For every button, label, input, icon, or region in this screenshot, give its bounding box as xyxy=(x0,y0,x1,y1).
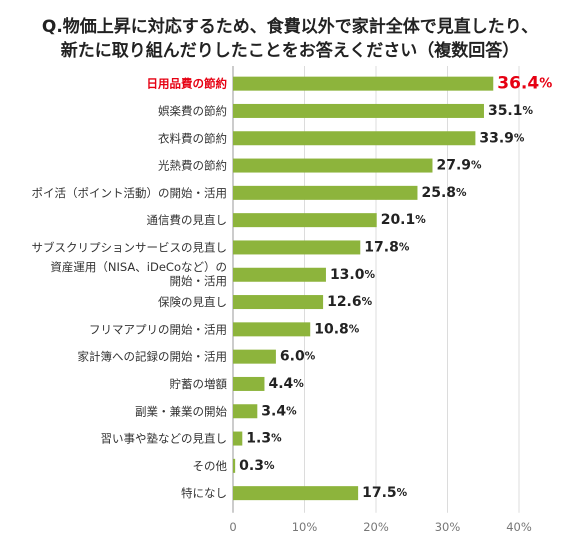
category-label: 特になし xyxy=(181,486,227,500)
bar xyxy=(233,349,276,364)
x-tick-label: 0 xyxy=(229,520,236,534)
category-label: 衣料費の節約 xyxy=(158,131,227,145)
bars xyxy=(233,76,494,501)
value-label: 1.3% xyxy=(246,431,282,447)
value-label: 25.8% xyxy=(421,185,467,201)
bar xyxy=(233,103,484,118)
bar xyxy=(233,158,433,173)
bar xyxy=(233,185,418,200)
value-label: 33.9% xyxy=(479,130,525,146)
value-label: 6.0% xyxy=(280,349,316,365)
value-labels: 36.4% 35.1% 33.9% 27.9% 25.8% 20.1% 17.8% 13.0%… xyxy=(239,74,552,501)
x-tick-label: 10% xyxy=(292,520,318,534)
x-tick-label: 20% xyxy=(363,520,389,534)
value-label: 35.1% xyxy=(488,103,534,119)
x-tick-label: 30% xyxy=(435,520,461,534)
value-label: 10.8% xyxy=(314,321,360,337)
value-label: 17.8% xyxy=(364,239,410,255)
category-label: サブスクリプションサービスの見直し xyxy=(32,240,228,254)
value-label: 27.9% xyxy=(436,158,482,174)
value-label: 3.4% xyxy=(261,403,297,419)
category-label: フリマアプリの開始・活用 xyxy=(89,322,227,336)
bar xyxy=(233,458,236,473)
bar xyxy=(233,213,377,228)
chart-title-line-1: Q.物価上昇に対応するため、食費以外で家計全体で見直したり、 xyxy=(42,16,538,37)
category-label: 通信費の見直し xyxy=(147,213,228,227)
category-label: 貯蓄の増額 xyxy=(170,377,228,391)
bar xyxy=(233,76,494,91)
bar xyxy=(233,322,311,337)
bar xyxy=(233,240,361,255)
bar xyxy=(233,376,265,391)
bar xyxy=(233,486,359,501)
category-label: 保険の見直し xyxy=(158,295,227,309)
category-label: ポイ活（ポイント活動）の開始・活用 xyxy=(32,186,228,200)
category-labels: 日用品費の節約娯楽費の節約衣料費の節約光熱費の節約ポイ活（ポイント活動）の開始・… xyxy=(32,77,228,500)
category-label: 家計簿への記録の開始・活用 xyxy=(78,350,228,364)
category-label: 娯楽費の節約 xyxy=(158,104,227,118)
value-label: 36.4% xyxy=(497,74,552,94)
x-axis-ticks: 0 10% 20% 30% 40% xyxy=(229,520,532,534)
value-label: 0.3% xyxy=(239,458,275,474)
value-label: 13.0% xyxy=(330,267,376,283)
x-tick-label: 40% xyxy=(506,520,532,534)
bar xyxy=(233,131,476,146)
bar xyxy=(233,295,324,310)
value-label: 20.1% xyxy=(381,212,427,228)
category-label: 習い事や塾などの見直し xyxy=(101,432,228,446)
category-label: 日用品費の節約 xyxy=(147,77,228,91)
value-label: 4.4% xyxy=(268,376,304,392)
category-label: 資産運用（NISA、iDeCoなど）の開始・活用 xyxy=(50,260,227,288)
value-label: 12.6% xyxy=(327,294,373,310)
category-label: 副業・兼業の開始 xyxy=(135,404,227,418)
bar xyxy=(233,267,326,282)
bar xyxy=(233,431,243,446)
value-label: 17.5% xyxy=(362,485,408,501)
bar xyxy=(233,404,258,419)
category-label: 光熱費の節約 xyxy=(158,159,227,173)
chart-title-line-2: 新たに取り組んだりしたことをお答えください（複数回答） xyxy=(61,40,520,61)
category-label: その他 xyxy=(193,459,228,473)
